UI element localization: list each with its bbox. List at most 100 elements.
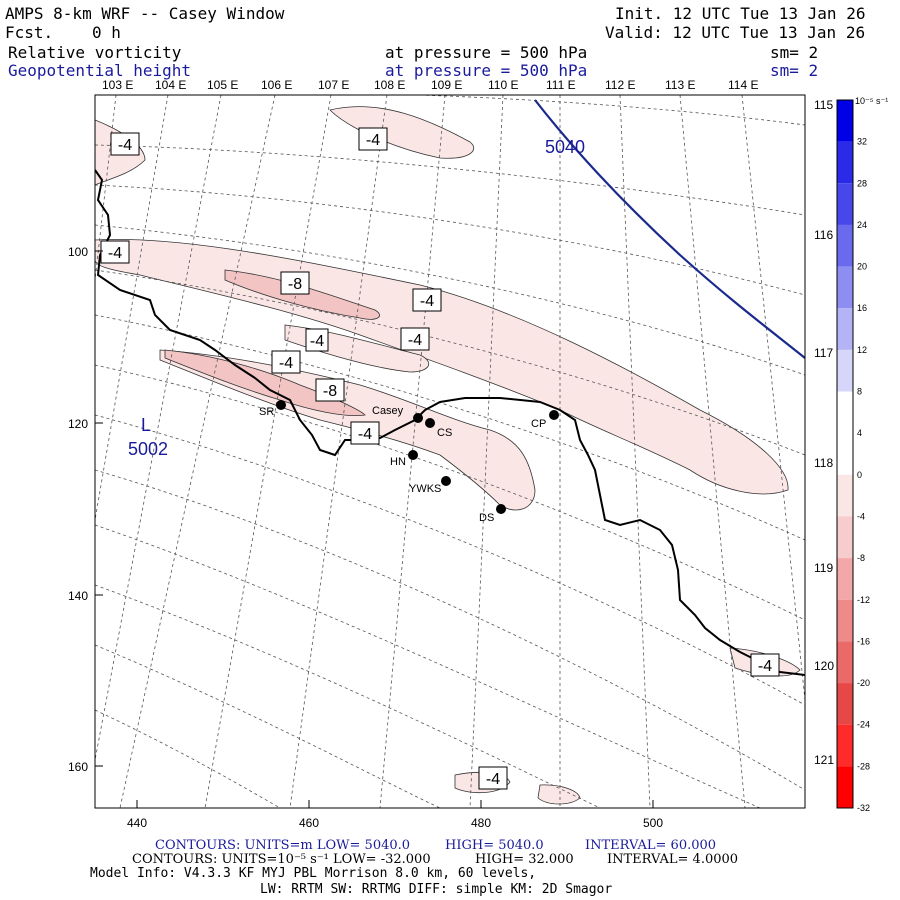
x-tick-label: 460 <box>299 816 319 830</box>
station-label: CS <box>437 427 452 439</box>
grid-line <box>204 95 332 808</box>
grid-line <box>119 95 276 808</box>
colorbar-label: 8 <box>857 387 862 397</box>
contour-label-box <box>750 653 780 677</box>
forecast-label: Fcst. <box>5 23 54 42</box>
colorbar-label: -24 <box>857 720 870 730</box>
lon-label: 108 E <box>374 78 406 92</box>
vorticity-region <box>164 349 366 416</box>
colorbar-label: 12 <box>857 345 867 355</box>
colorbar-swatch <box>837 100 853 142</box>
lon-label: 107 E <box>318 78 350 92</box>
model-info: Model Info: V4.3.3 KF MYJ PBL Morrison 8… <box>90 866 537 881</box>
contour-label: -4 <box>486 771 500 788</box>
height-contour-5040 <box>534 99 805 359</box>
colorbar-label: 16 <box>857 303 867 313</box>
colorbar-swatch <box>837 641 853 684</box>
low-value: 5002 <box>128 439 168 459</box>
colorbar-swatch <box>837 308 853 350</box>
contour-label-box <box>315 378 345 402</box>
vorticity-region <box>95 238 789 495</box>
grid-line <box>419 95 805 126</box>
grid-line <box>95 184 805 296</box>
field-geopotential: Geopotential height <box>8 61 192 80</box>
colorbar-swatch <box>837 516 853 559</box>
lon-label: 109 E <box>431 78 463 92</box>
contour-label: -4 <box>358 426 372 443</box>
colorbar-label: 24 <box>857 220 867 230</box>
grid-line <box>741 95 805 701</box>
lon-label: 104 E <box>155 78 187 92</box>
grid-line <box>95 95 222 761</box>
contours-height-info: CONTOURS: UNITS=m LOW= 5040.0 <box>155 838 411 853</box>
grid-line <box>95 584 601 808</box>
graticule <box>95 95 805 808</box>
colorbar-label: 4 <box>857 428 862 438</box>
contour-label-box <box>305 328 329 352</box>
contour-label-box <box>271 350 301 374</box>
colorbar-swatch <box>837 724 853 767</box>
plot-area: -4 -4 -4 -8 -4 -4 -4 -4 -8 -4 -4 -4 5040 <box>95 95 805 808</box>
colorbar-label: -4 <box>857 511 865 521</box>
colorbar-label: -20 <box>857 678 870 688</box>
contour-label-box <box>400 327 430 351</box>
station-marker <box>425 418 435 428</box>
low-marker: L <box>141 415 151 435</box>
contour-labels: -4 -4 -4 -8 -4 -4 -4 -4 -8 -4 -4 -4 <box>100 127 780 790</box>
colorbar-label: -28 <box>857 761 870 771</box>
contours-vorticity-high: HIGH= 32.000 <box>475 852 574 867</box>
pressure-vorticity: at pressure = 500 hPa <box>385 43 588 62</box>
lon-label: 113 E <box>665 78 696 92</box>
grid-line <box>679 95 746 808</box>
colorbar-unit: 10⁻⁵ s⁻¹ <box>855 96 888 106</box>
contour-label-box <box>412 288 442 312</box>
station-marker <box>496 504 506 514</box>
station-label: SR <box>259 406 274 418</box>
colorbar-swatch <box>837 141 853 184</box>
colorbar-swatch <box>837 599 853 642</box>
contours-vorticity-interval: INTERVAL= 4.0000 <box>607 852 739 867</box>
lon-label: 111 E <box>546 78 576 92</box>
grid-line <box>95 709 281 808</box>
contour-label: -4 <box>279 355 293 372</box>
colorbar-swatch <box>837 183 853 225</box>
colorbar-label: 20 <box>857 262 867 272</box>
contour-label: -4 <box>758 658 772 675</box>
grid-line <box>95 314 805 541</box>
station-marker <box>408 450 418 460</box>
x-tick-label: 440 <box>127 816 147 830</box>
station-label: YWKS <box>409 483 441 495</box>
lon-label: 105 E <box>207 78 239 92</box>
colorbar-swatch <box>837 683 853 725</box>
colorbar: 32 28 24 20 16 12 8 4 0 -4 -8 -12 -16 -20 -24 -28 -32 <box>836 99 870 813</box>
station-label: CP <box>531 418 546 430</box>
contour-label-box <box>280 271 310 295</box>
contour-label-box <box>100 240 130 264</box>
contour-label: -4 <box>108 245 122 262</box>
colorbar-label: 32 <box>857 137 867 147</box>
grid-line <box>95 644 441 808</box>
grid-line <box>619 95 651 808</box>
vorticity-region <box>329 106 475 159</box>
contour-label: -4 <box>420 293 434 310</box>
colorbar-label: -8 <box>857 553 865 563</box>
y-tick-label: 120 <box>68 417 88 431</box>
y-tick-label: 160 <box>68 760 88 774</box>
stations: SR Casey CS HN YWKS DS CP <box>259 400 559 524</box>
grid-line <box>469 95 504 808</box>
contour-label-box <box>110 132 140 156</box>
station-label: DS <box>479 512 494 524</box>
contour-label-box <box>478 766 508 790</box>
colorbar-swatch <box>837 349 853 392</box>
station-marker <box>413 413 423 423</box>
contours-vorticity-info: CONTOURS: UNITS=10⁻⁵ s⁻¹ LOW= -32.000 <box>132 852 431 867</box>
chart-title: AMPS 8-km WRF -- Casey Window <box>5 4 285 23</box>
station-label: Casey <box>372 405 404 417</box>
vorticity-neg4-regions <box>95 106 801 805</box>
lon-label: 114 E <box>728 78 759 92</box>
x-tick-label: 480 <box>471 816 491 830</box>
lon-label: 106 E <box>261 78 293 92</box>
contour-label: -4 <box>118 137 132 154</box>
lon-label: 103 E <box>102 78 134 92</box>
lon-label: 110 E <box>488 78 519 92</box>
